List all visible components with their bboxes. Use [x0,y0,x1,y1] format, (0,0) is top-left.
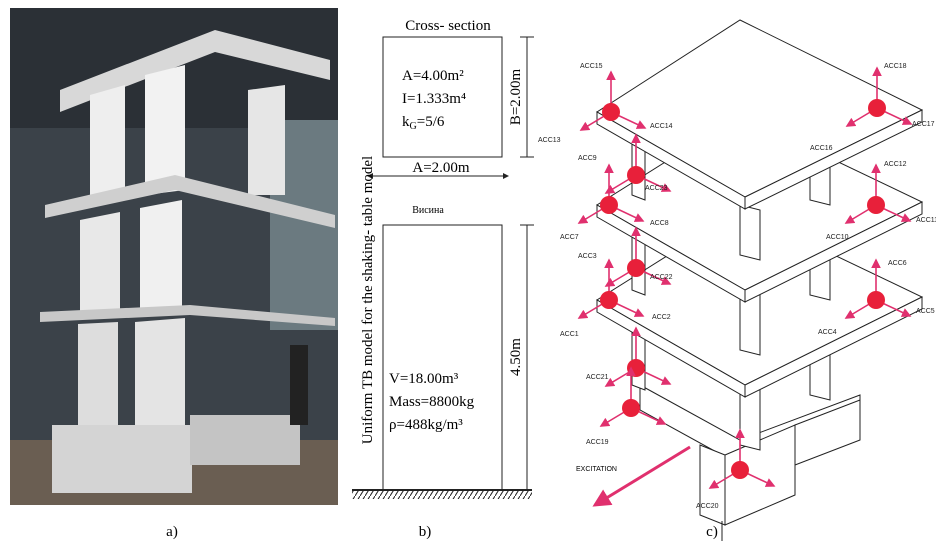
area: A=4.00m² [402,68,464,84]
figure: Cross- section A=4.00m² I=1.333m⁴ kG=5/6… [0,0,936,547]
volume: V=18.00m³ [389,371,459,387]
sensor-label: ACC6 [888,260,907,267]
sensor-dot [867,291,885,309]
sensor-label: ACC18 [884,63,907,70]
sensor-label: ACC4 [818,329,837,336]
sensor-dot [600,291,618,309]
sensor-label: ACC12 [884,161,907,168]
caption: b) [419,524,432,540]
sensor-label: ACC17 [912,121,935,128]
excitation-label: EXCITATION [576,466,617,473]
shear-factor: kG=5/6 [402,114,445,132]
height-label: 4.50m [508,338,524,376]
caption: a) [166,524,178,540]
sensor-label: ACC23 [645,185,668,192]
sensor-dot [600,196,618,214]
sensor-label: ACC1 [560,331,579,338]
sensor-label: ACC7 [560,234,579,241]
sensor-label: ACC10 [826,234,849,241]
sensor-dot [627,259,645,277]
sensor-label: ACC8 [650,220,669,227]
sensor-label: ACC13 [538,137,561,144]
mass: Mass=8800kg [389,394,475,410]
sensor-label: ACC15 [580,63,603,70]
depth-label: B=2.00m [508,68,524,125]
sensor-label: ACC16 [810,145,833,152]
model-title: Uniform TB model for the shaking- table … [360,156,376,444]
sensor-label: ACC19 [586,439,609,446]
subscript: G [410,121,417,132]
photo [10,8,338,505]
sensor-dot [731,461,749,479]
sensor-dot [622,399,640,417]
caption: c) [706,524,718,540]
sensor-dot [627,166,645,184]
sensor-dot [627,359,645,377]
width-label: A=2.00m [412,160,470,176]
sensor-label: ACC3 [578,253,597,260]
model-diagram: Cross- section A=4.00m² I=1.333m⁴ kG=5/6… [352,18,534,499]
height-title: Висина [412,205,444,216]
sensor-label: ACC14 [650,123,673,130]
inertia: I=1.333m⁴ [402,91,466,107]
sensor-label: ACC2 [652,314,671,321]
elevation-box [383,225,502,490]
cross-section-title: Cross- section [405,18,491,34]
sensor-dot [868,99,886,117]
sensor-label: ACC20 [696,503,719,510]
sensor-label: ACC9 [578,155,597,162]
sensor-dot [867,196,885,214]
excitation-arrow [595,447,690,505]
sensor-dot [602,103,620,121]
ground [352,490,532,499]
sensor-label: ACC11 [916,217,936,224]
value: =5/6 [417,114,445,130]
density: ρ=488kg/m³ [389,417,463,433]
sensor-label: ACC21 [586,374,609,381]
sensor-label: ACC22 [650,274,673,281]
sensor-label: ACC5 [916,308,935,315]
